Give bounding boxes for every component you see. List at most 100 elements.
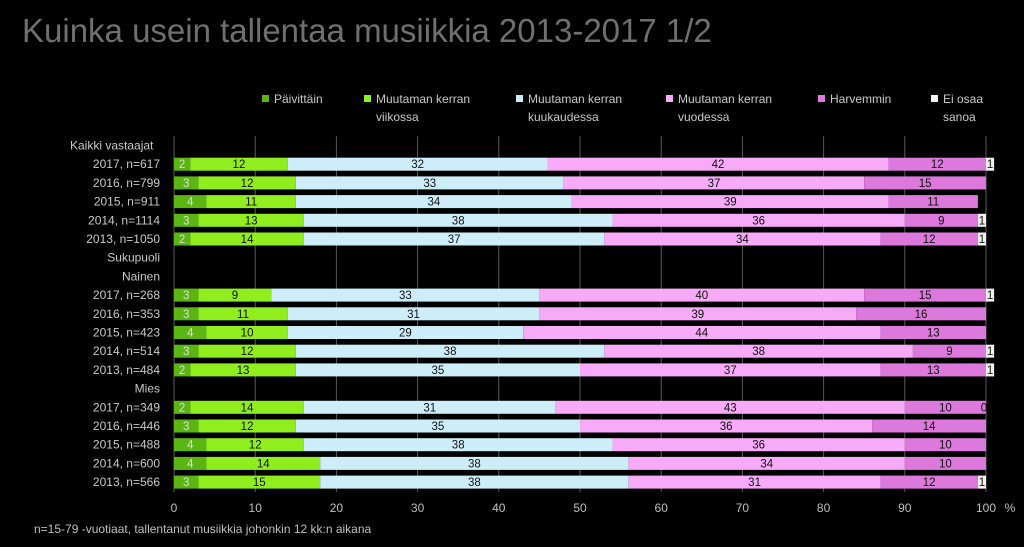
- bar-segment: [174, 344, 199, 358]
- legend-label: Muutaman kerran: [376, 92, 470, 106]
- data-label: 13: [245, 215, 258, 227]
- bar-segment: [303, 438, 613, 452]
- bar-segment: [539, 288, 865, 302]
- bar-segment: [977, 213, 986, 227]
- data-label: 15: [919, 178, 932, 190]
- data-label: 10: [241, 328, 254, 340]
- bar-segment: [872, 419, 986, 433]
- bar-segment: [320, 456, 629, 470]
- bar-segment: [190, 363, 296, 377]
- bar-segment: [904, 456, 986, 470]
- x-tick-label: 90: [898, 501, 912, 515]
- row-label: 2015, n=423: [93, 326, 160, 340]
- data-label: 9: [232, 290, 238, 302]
- bar-segment: [864, 288, 986, 302]
- data-label: 10: [939, 440, 952, 452]
- legend-label: Muutaman kerran: [528, 92, 622, 106]
- data-label: 31: [423, 402, 436, 414]
- bar-segment: [904, 213, 978, 227]
- x-tick-label: 0: [171, 501, 178, 515]
- legend-label: Muutaman kerran: [678, 92, 772, 106]
- data-label: 40: [695, 290, 708, 302]
- data-label: 14: [923, 421, 936, 433]
- group-label: Mies: [135, 382, 160, 396]
- footnote: n=15-79 -vuotiaat, tallentanut musiikkia…: [34, 522, 372, 536]
- bar-segment: [174, 456, 207, 470]
- bar-segment: [320, 475, 629, 489]
- row-label: 2014, n=1114: [88, 213, 160, 227]
- data-label: 34: [760, 458, 773, 470]
- bar-segment: [295, 419, 580, 433]
- data-label: 15: [253, 477, 266, 489]
- bar-segment: [174, 176, 199, 190]
- bar-segment: [198, 344, 296, 358]
- data-label: 12: [241, 178, 254, 190]
- bar-segment: [174, 213, 199, 227]
- row-label: 2013, n=484: [93, 363, 160, 377]
- data-label: 10: [939, 402, 952, 414]
- legend-label: vuodessa: [678, 110, 730, 124]
- data-label: 35: [432, 421, 445, 433]
- bar-segment: [523, 326, 881, 339]
- data-label: 13: [927, 365, 940, 377]
- data-label: 36: [752, 215, 765, 227]
- bar-segment: [977, 475, 986, 489]
- bar-segment: [174, 438, 207, 452]
- bar-segment: [904, 400, 986, 414]
- legend-label: Päivittäin: [274, 92, 323, 106]
- data-label: 0: [981, 402, 987, 414]
- data-label: 11: [245, 197, 257, 209]
- data-label: 12: [241, 346, 254, 358]
- chart-title: Kuinka usein tallentaa musiikkia 2013-20…: [22, 12, 712, 49]
- data-label: 2: [179, 234, 185, 246]
- bar-segment: [303, 400, 556, 414]
- bar-segment: [190, 232, 304, 246]
- bar-segment: [174, 307, 199, 321]
- data-label: 34: [427, 197, 440, 209]
- data-label: 12: [249, 440, 262, 452]
- bar-segment: [864, 176, 986, 190]
- data-label: 12: [233, 159, 246, 171]
- bar-segment: [912, 344, 986, 358]
- data-label: 3: [183, 309, 189, 321]
- legend-swatch: [818, 95, 825, 102]
- bar-segment: [563, 176, 865, 190]
- row-label: 2017, n=349: [93, 400, 160, 414]
- bar-segment: [174, 326, 207, 339]
- bar-segment: [580, 419, 873, 433]
- data-label: 4: [187, 458, 194, 470]
- data-label: 1: [987, 365, 993, 377]
- x-tick-label: 60: [655, 501, 669, 515]
- data-label: 39: [724, 197, 737, 209]
- bar-segment: [904, 438, 986, 452]
- bar-segment: [986, 363, 995, 377]
- bar-segment: [977, 232, 986, 246]
- bar-segment: [174, 288, 199, 302]
- bars: 2 12 32 42 12 13 12 33 37 154 11 34 39 113 13 38 36 9 12 14…: [174, 157, 995, 489]
- data-label: 11: [237, 309, 249, 321]
- bar-segment: [271, 288, 540, 302]
- data-label: 33: [399, 290, 412, 302]
- bar-segment: [612, 438, 905, 452]
- bar-segment: [198, 288, 272, 302]
- data-label: 9: [938, 215, 944, 227]
- bar-segment: [174, 232, 191, 246]
- row-label: 2016, n=353: [93, 307, 160, 321]
- bar-segment: [206, 326, 288, 339]
- bar-segment: [174, 195, 207, 209]
- bar-segment: [295, 195, 572, 209]
- data-label: 12: [931, 159, 944, 171]
- data-label: 12: [923, 234, 936, 246]
- data-label: 36: [720, 421, 733, 433]
- data-label: 9: [946, 346, 952, 358]
- bar-segment: [206, 438, 304, 452]
- data-label: 3: [183, 346, 189, 358]
- legend-label: kuukaudessa: [528, 110, 599, 124]
- x-axis: 0 10 20 30 40 50 60 70 80 90 100%: [171, 501, 1016, 515]
- bar-segment: [986, 288, 995, 302]
- bar-segment: [198, 213, 304, 227]
- data-label: 4: [187, 328, 194, 340]
- row-label: 2016, n=446: [93, 419, 160, 433]
- data-label: 2: [179, 159, 185, 171]
- data-label: 37: [448, 234, 461, 246]
